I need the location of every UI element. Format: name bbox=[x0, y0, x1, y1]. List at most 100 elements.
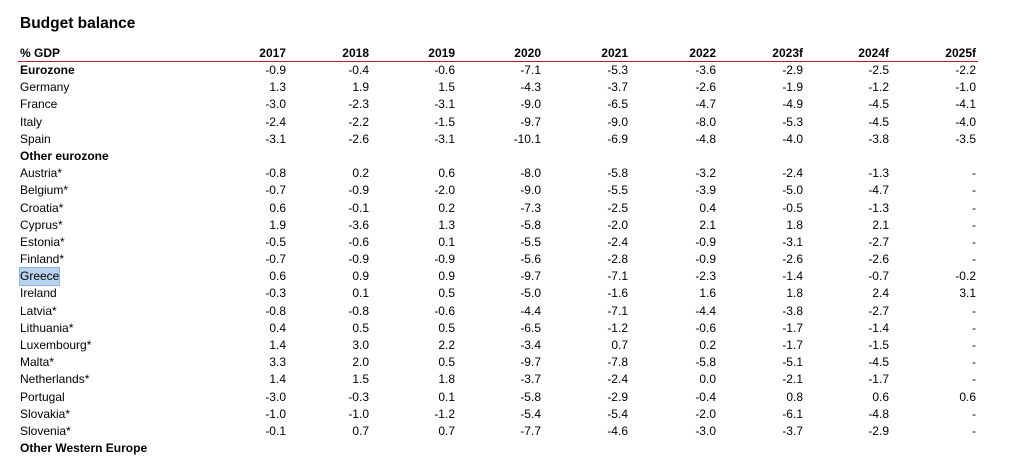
table-cell[interactable]: -4.3 bbox=[520, 80, 541, 95]
table-cell[interactable]: -4.0 bbox=[955, 114, 976, 129]
table-cell[interactable]: -3.6 bbox=[348, 217, 369, 232]
table-cell[interactable]: -0.9 bbox=[695, 234, 716, 249]
table-cell[interactable]: 0.9 bbox=[438, 269, 455, 284]
table-cell[interactable]: - bbox=[972, 338, 976, 352]
table-cell[interactable]: -0.7 bbox=[265, 183, 286, 198]
table-cell[interactable]: -5.0 bbox=[520, 286, 541, 301]
table-cell[interactable]: -1.0 bbox=[265, 406, 286, 421]
table-cell[interactable]: -9.0 bbox=[520, 97, 541, 112]
country-label[interactable]: France bbox=[20, 97, 58, 112]
table-cell[interactable]: -2.0 bbox=[695, 406, 716, 421]
table-cell[interactable]: -7.1 bbox=[607, 269, 628, 284]
table-cell[interactable]: -5.4 bbox=[607, 406, 628, 421]
table-cell[interactable]: -2.7 bbox=[868, 234, 889, 249]
table-cell[interactable]: -3.8 bbox=[868, 131, 889, 146]
country-label[interactable]: Ireland bbox=[20, 286, 57, 301]
table-cell[interactable]: -1.7 bbox=[782, 338, 803, 352]
table-cell[interactable]: 0.2 bbox=[352, 166, 369, 181]
table-cell[interactable]: -2.5 bbox=[607, 200, 628, 215]
table-cell[interactable]: 0.5 bbox=[438, 320, 455, 335]
table-cell[interactable]: - bbox=[972, 183, 976, 198]
table-cell[interactable]: 0.1 bbox=[438, 389, 455, 404]
table-cell[interactable]: 2.4 bbox=[872, 286, 889, 301]
table-cell[interactable]: 0.1 bbox=[352, 286, 369, 301]
table-cell[interactable]: -1.3 bbox=[868, 166, 889, 181]
table-cell[interactable]: -1.3 bbox=[868, 200, 889, 215]
table-cell[interactable]: 3.0 bbox=[352, 338, 369, 352]
table-cell[interactable]: -3.4 bbox=[520, 338, 541, 352]
table-cell[interactable]: -4.9 bbox=[782, 97, 803, 112]
table-cell[interactable]: -5.1 bbox=[782, 355, 803, 370]
country-label[interactable]: Italy bbox=[20, 114, 43, 129]
table-cell[interactable]: -3.0 bbox=[265, 389, 286, 404]
table-cell[interactable]: - bbox=[972, 234, 976, 249]
table-cell[interactable]: -5.3 bbox=[782, 114, 803, 129]
table-cell[interactable]: -2.9 bbox=[607, 389, 628, 404]
table-cell[interactable]: -10.1 bbox=[513, 131, 541, 146]
table-cell[interactable]: -5.8 bbox=[695, 355, 716, 370]
table-cell[interactable]: -4.4 bbox=[695, 303, 716, 318]
table-cell[interactable]: -2.2 bbox=[955, 63, 976, 77]
table-cell[interactable]: 0.2 bbox=[438, 200, 455, 215]
table-cell[interactable]: -0.7 bbox=[868, 269, 889, 284]
table-cell[interactable]: 0.9 bbox=[352, 269, 369, 284]
table-cell[interactable]: 0.6 bbox=[269, 200, 286, 215]
table-cell[interactable]: -1.5 bbox=[868, 338, 889, 352]
table-cell[interactable]: -3.7 bbox=[782, 423, 803, 438]
country-label[interactable]: Spain bbox=[20, 131, 51, 146]
table-cell[interactable]: - bbox=[972, 320, 976, 335]
country-label[interactable]: Malta* bbox=[20, 355, 55, 370]
table-cell[interactable]: -0.6 bbox=[434, 63, 455, 77]
table-cell[interactable]: -1.4 bbox=[868, 320, 889, 335]
table-cell[interactable]: -2.4 bbox=[265, 114, 286, 129]
table-cell[interactable]: -5.5 bbox=[520, 234, 541, 249]
table-cell[interactable]: -0.8 bbox=[265, 303, 286, 318]
table-cell[interactable]: -2.0 bbox=[607, 217, 628, 232]
table-cell[interactable]: - bbox=[972, 372, 976, 387]
table-cell[interactable]: -0.5 bbox=[782, 200, 803, 215]
table-cell[interactable]: -0.4 bbox=[348, 63, 369, 77]
table-cell[interactable]: -0.9 bbox=[695, 252, 716, 267]
table-cell[interactable]: 0.6 bbox=[959, 389, 976, 404]
table-cell[interactable]: 0.7 bbox=[611, 338, 628, 352]
table-cell[interactable]: -0.6 bbox=[434, 303, 455, 318]
table-cell[interactable]: -9.7 bbox=[520, 114, 541, 129]
table-cell[interactable]: -7.7 bbox=[520, 423, 541, 438]
table-cell[interactable]: - bbox=[972, 355, 976, 370]
table-cell[interactable]: -4.8 bbox=[868, 406, 889, 421]
table-cell[interactable]: -5.6 bbox=[520, 252, 541, 267]
country-label[interactable]: Luxembourg* bbox=[20, 338, 92, 352]
table-cell[interactable]: -0.9 bbox=[434, 252, 455, 267]
table-cell[interactable]: 0.5 bbox=[438, 286, 455, 301]
group-label[interactable]: Other Western Europe bbox=[20, 441, 148, 456]
table-cell[interactable]: -5.5 bbox=[607, 183, 628, 198]
table-cell[interactable]: -9.0 bbox=[607, 114, 628, 129]
table-cell[interactable]: -0.1 bbox=[348, 200, 369, 215]
table-cell[interactable]: 1.5 bbox=[352, 372, 369, 387]
table-cell[interactable]: -3.1 bbox=[434, 97, 455, 112]
country-label[interactable]: Greece bbox=[18, 267, 61, 287]
table-cell[interactable]: -0.1 bbox=[265, 423, 286, 438]
table-cell[interactable]: -2.6 bbox=[695, 80, 716, 95]
table-cell[interactable]: - bbox=[972, 166, 976, 181]
table-cell[interactable]: - bbox=[972, 252, 976, 267]
table-cell[interactable]: -4.5 bbox=[868, 355, 889, 370]
table-cell[interactable]: -9.7 bbox=[520, 355, 541, 370]
table-cell[interactable]: 0.4 bbox=[269, 320, 286, 335]
table-cell[interactable]: -3.7 bbox=[607, 80, 628, 95]
country-label[interactable]: Germany bbox=[20, 80, 70, 95]
table-cell[interactable]: -0.8 bbox=[265, 166, 286, 181]
table-cell[interactable]: 0.6 bbox=[269, 269, 286, 284]
table-cell[interactable]: -2.3 bbox=[348, 97, 369, 112]
table-cell[interactable]: -0.3 bbox=[265, 286, 286, 301]
table-cell[interactable]: -2.3 bbox=[695, 269, 716, 284]
table-cell[interactable]: 2.1 bbox=[872, 217, 889, 232]
group-label[interactable]: Other eurozone bbox=[20, 148, 109, 163]
table-cell[interactable]: -1.4 bbox=[782, 269, 803, 284]
country-label[interactable]: Croatia* bbox=[20, 200, 64, 215]
table-cell[interactable]: -9.0 bbox=[520, 183, 541, 198]
table-cell[interactable]: -5.8 bbox=[607, 166, 628, 181]
table-cell[interactable]: -3.8 bbox=[782, 303, 803, 318]
table-cell[interactable]: -1.7 bbox=[782, 320, 803, 335]
table-cell[interactable]: -3.9 bbox=[695, 183, 716, 198]
